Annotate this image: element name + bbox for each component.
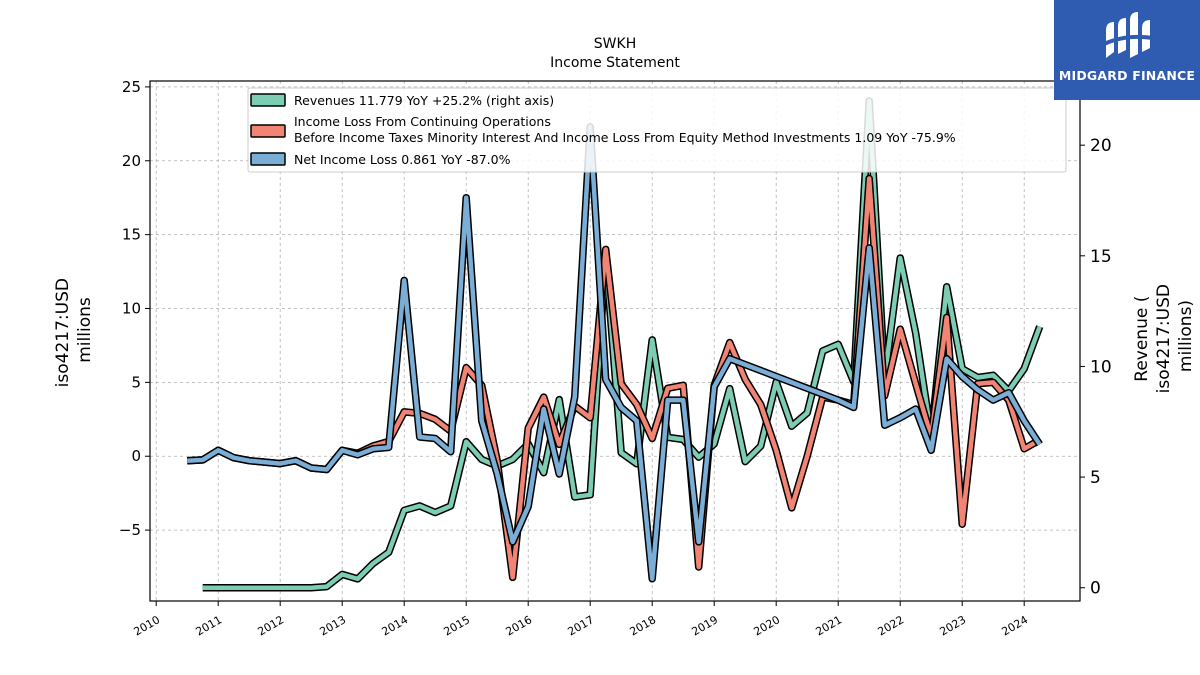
right-tick-label: 0 [1090, 579, 1101, 599]
chart-title: SWKH [594, 36, 636, 52]
legend-label-revenues: Revenues 11.779 YoY +25.2% (right axis) [294, 93, 554, 108]
chart-subtitle: Income Statement [550, 55, 680, 71]
left-tick-label: 10 [122, 300, 141, 318]
left-tick-label: 5 [131, 373, 141, 391]
left-tick-label: 0 [131, 447, 141, 465]
left-tick-label: 20 [122, 152, 141, 170]
legend-label-income-loss-line2: Before Income Taxes Minority Interest An… [294, 130, 956, 145]
brand-logo: MIDGARD FINANCE [1054, 0, 1200, 100]
series-line-net_income [187, 124, 1042, 582]
plot-series [187, 97, 1044, 592]
right-tick-label: 10 [1090, 357, 1112, 377]
logo-text: MIDGARD FINANCE [1058, 68, 1196, 83]
right-tick-label: 20 [1090, 136, 1112, 156]
right-tick-label: 15 [1090, 247, 1112, 267]
legend-swatch-revenues [250, 93, 286, 107]
legend: Revenues 11.779 YoY +25.2% (right axis) … [247, 87, 1067, 173]
right-ticks: 0 5 10 15 20 [1080, 136, 1112, 599]
legend-label-net-income: Net Income Loss 0.861 YoY -87.0% [294, 152, 511, 167]
right-tick-label: 5 [1090, 468, 1101, 488]
series-line-revenues [202, 98, 1042, 590]
legend-swatch-income-loss [250, 124, 286, 138]
left-tick-label: 15 [122, 226, 141, 244]
left-axis-label: iso4217:USD millions [53, 273, 95, 388]
legend-box [247, 87, 1067, 173]
midgard-logo-icon [1103, 12, 1153, 58]
axes [149, 80, 1081, 602]
left-ticks: −5 0 5 10 15 20 25 [119, 78, 150, 539]
legend-swatch-net-income [250, 152, 286, 166]
right-axis-label: Revenue ( iso4217:USD millions) [1132, 279, 1196, 394]
legend-label-income-loss-line1: Income Loss From Continuing Operations [294, 114, 551, 129]
plot-frame [149, 80, 1081, 602]
left-tick-label: −5 [119, 521, 141, 539]
left-tick-label: 25 [122, 78, 141, 96]
